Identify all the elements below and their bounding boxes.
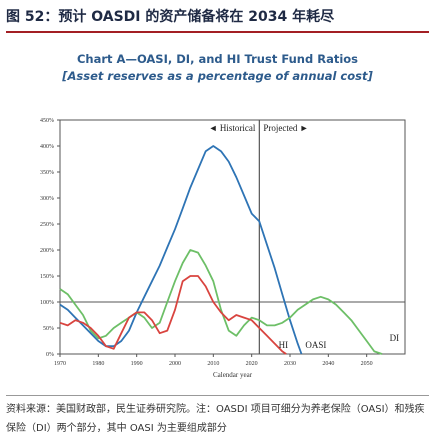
x-axis-label: Calendar year xyxy=(213,371,253,379)
x-tick-label: 2050 xyxy=(361,361,373,367)
y-tick-label: 300% xyxy=(40,196,54,202)
x-tick-label: 1980 xyxy=(92,361,104,367)
historical-label: ◄ Historical xyxy=(209,123,256,133)
source-note: 资料来源：美国财政部，民生证券研究院。注：OASDI 项目可细分为养老保险（OA… xyxy=(6,395,429,438)
x-tick-label: 2040 xyxy=(322,361,334,367)
x-tick-label: 2010 xyxy=(207,361,219,367)
y-tick-label: 400% xyxy=(40,144,54,150)
y-tick-label: 50% xyxy=(43,326,54,332)
series-line-oasi xyxy=(59,145,303,355)
series-label-oasi: OASI xyxy=(305,340,326,350)
trust-fund-ratio-chart: ◄ Historical Projected ► 0% 50% 100% 150% 200%… xyxy=(40,118,406,379)
x-tick-label: 1990 xyxy=(131,361,143,367)
series-label-hi: HI xyxy=(279,340,289,350)
x-tick-label: 2020 xyxy=(246,361,258,367)
series-label-di: DI xyxy=(390,333,400,343)
y-tick-label: 450% xyxy=(40,118,54,124)
y-tick-label: 0% xyxy=(46,352,54,358)
chart-subtitle: [Asset reserves as a percentage of annua… xyxy=(62,69,373,83)
y-tick-label: 350% xyxy=(40,170,54,176)
chart-title: Chart A—OASI, DI, and HI Trust Fund Rati… xyxy=(76,52,359,66)
figure-title: 图 52：预计 OASDI 的资产储备将在 2034 年耗尽 xyxy=(6,6,429,33)
y-tick-label: 200% xyxy=(40,248,54,254)
series-line-di xyxy=(59,249,383,355)
x-tick-label: 1970 xyxy=(54,361,66,367)
plot-frame xyxy=(59,119,406,355)
y-tick-label: 100% xyxy=(40,300,54,306)
x-tick-label: 2000 xyxy=(169,361,181,367)
series-line-hi xyxy=(59,275,287,355)
projected-label: Projected ► xyxy=(263,123,308,133)
y-tick-label: 250% xyxy=(40,222,54,228)
y-tick-label: 150% xyxy=(40,274,54,280)
x-tick-label: 2030 xyxy=(284,361,296,367)
